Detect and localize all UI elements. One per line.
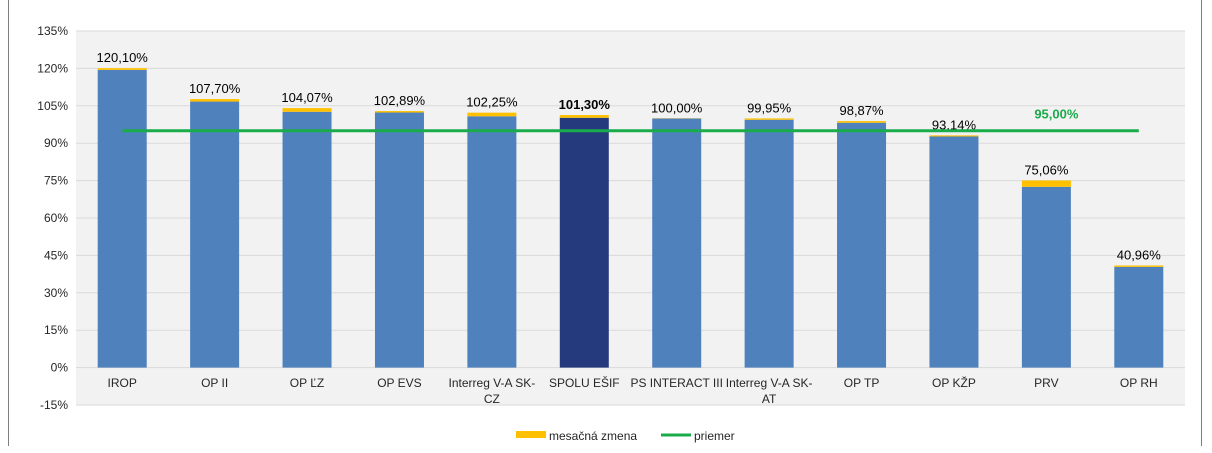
y-tick-label: 30%: [44, 286, 68, 300]
chart-frame: [8, 0, 1202, 446]
x-tick-label: OP ĽZ: [290, 376, 324, 390]
x-tick-label: IROP: [108, 376, 137, 390]
data-label: 40,96%: [1117, 247, 1162, 262]
legend-label: mesačná zmena: [549, 429, 637, 443]
data-label: 101,30%: [559, 97, 611, 112]
x-tick-label: Interreg V-A SK-: [449, 376, 536, 390]
bar-base: [744, 119, 794, 368]
data-label: 120,10%: [97, 50, 149, 65]
bar-monthly-change: [282, 108, 332, 112]
average-line-group: 95,00%: [122, 107, 1139, 133]
bar-monthly-change: [1021, 180, 1071, 187]
y-axis: -15% 0% 15% 30% 45% 60% 75% 90% 105% 120% 135%: [37, 24, 68, 412]
x-tick-label: Interreg V-A SK-: [726, 376, 813, 390]
y-tick-label: 120%: [37, 61, 68, 75]
bar-monthly-change: [929, 135, 979, 137]
bar-base: [467, 116, 517, 368]
x-tick-label: PS INTERACT III: [630, 376, 722, 390]
gridlines: [76, 30, 1185, 406]
data-label: 93,14%: [932, 117, 977, 132]
y-tick-label: 45%: [44, 248, 68, 262]
y-tick-label: 75%: [44, 174, 68, 188]
legend: mesačná zmena priemer: [516, 429, 735, 443]
x-axis-labels: IROP OP II OP ĽZ OP EVS Interreg V-A SK- CZ SP…: [108, 375, 1158, 406]
bar-base: [929, 136, 979, 368]
y-tick-label: 90%: [44, 136, 68, 150]
data-label: 75,06%: [1024, 162, 1069, 177]
bar-base: [97, 69, 147, 368]
bar-monthly-change: [190, 99, 240, 102]
y-tick-label: 105%: [37, 99, 68, 113]
data-label: 102,89%: [374, 93, 426, 108]
bar-base: [1021, 186, 1071, 368]
y-tick-label: 135%: [37, 24, 68, 38]
x-tick-label: CZ: [484, 392, 500, 406]
legend-swatch-monthly-change: [516, 431, 546, 438]
bars: 120,10% 107,70% 104,07% 102,89% 102,25% 101,3…: [97, 50, 1164, 368]
bar-monthly-change: [1114, 265, 1164, 267]
x-tick-label: OP RH: [1120, 376, 1158, 390]
bar-base: [190, 101, 240, 368]
x-tick-label: OP EVS: [377, 376, 421, 390]
bar-base: [652, 118, 702, 368]
legend-label: priemer: [694, 429, 735, 443]
x-tick-label: PRV: [1034, 376, 1058, 390]
bar-monthly-change: [744, 118, 794, 120]
bar-monthly-change: [559, 115, 609, 118]
bar-monthly-change: [97, 68, 147, 70]
y-tick-label: 60%: [44, 211, 68, 225]
data-label: 107,70%: [189, 81, 241, 96]
x-tick-label: OP TP: [844, 376, 880, 390]
data-label: 98,87%: [839, 103, 884, 118]
data-label: 104,07%: [281, 90, 333, 105]
bar-base: [837, 122, 887, 368]
data-label: 100,00%: [651, 100, 703, 115]
data-label: 102,25%: [466, 95, 518, 110]
bar-base: [374, 112, 424, 368]
bar-base: [282, 111, 332, 368]
bar-monthly-change: [374, 111, 424, 113]
x-tick-label: AT: [762, 392, 777, 406]
average-label: 95,00%: [1034, 107, 1079, 122]
data-label: 99,95%: [747, 100, 792, 115]
y-tick-label: -15%: [40, 398, 68, 412]
y-tick-label: 0%: [51, 361, 69, 375]
x-tick-label: OP II: [201, 376, 228, 390]
bar-base: [1114, 266, 1164, 368]
y-tick-label: 15%: [44, 323, 68, 337]
bar-monthly-change: [837, 121, 887, 123]
bar-base: [559, 117, 609, 368]
x-tick-label: OP KŽP: [932, 375, 976, 390]
bar-monthly-change: [467, 112, 517, 117]
x-tick-label: SPOLU EŠIF: [549, 375, 620, 390]
